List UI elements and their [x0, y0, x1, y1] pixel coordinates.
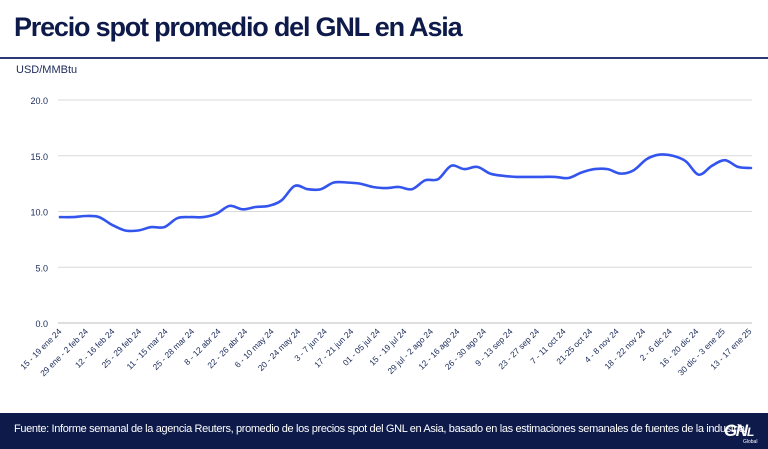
- y-tick-label: 20.0: [30, 96, 48, 106]
- y-tick-label: 0.0: [35, 319, 48, 329]
- y-axis-unit-label: USD/MMBtu: [16, 64, 78, 76]
- price-series-line: [58, 153, 753, 233]
- y-tick-label: 15.0: [30, 152, 48, 162]
- svg-text:L: L: [747, 425, 754, 439]
- footer-bar: Fuente: Informe semanal de la agencia Re…: [0, 413, 768, 449]
- chart-title: Precio spot promedio del GNL en Asia: [14, 12, 463, 42]
- gnl-global-logo: GN L Global: [724, 421, 757, 445]
- svg-text:Global: Global: [743, 439, 757, 445]
- source-note: Fuente: Informe semanal de la agencia Re…: [14, 423, 745, 435]
- svg-text:GN: GN: [724, 421, 749, 440]
- y-tick-label: 5.0: [35, 263, 48, 273]
- title-divider: [0, 57, 768, 59]
- x-tick-label: 30 dic - 3 ene 25: [676, 326, 727, 377]
- y-tick-label: 10.0: [30, 208, 48, 218]
